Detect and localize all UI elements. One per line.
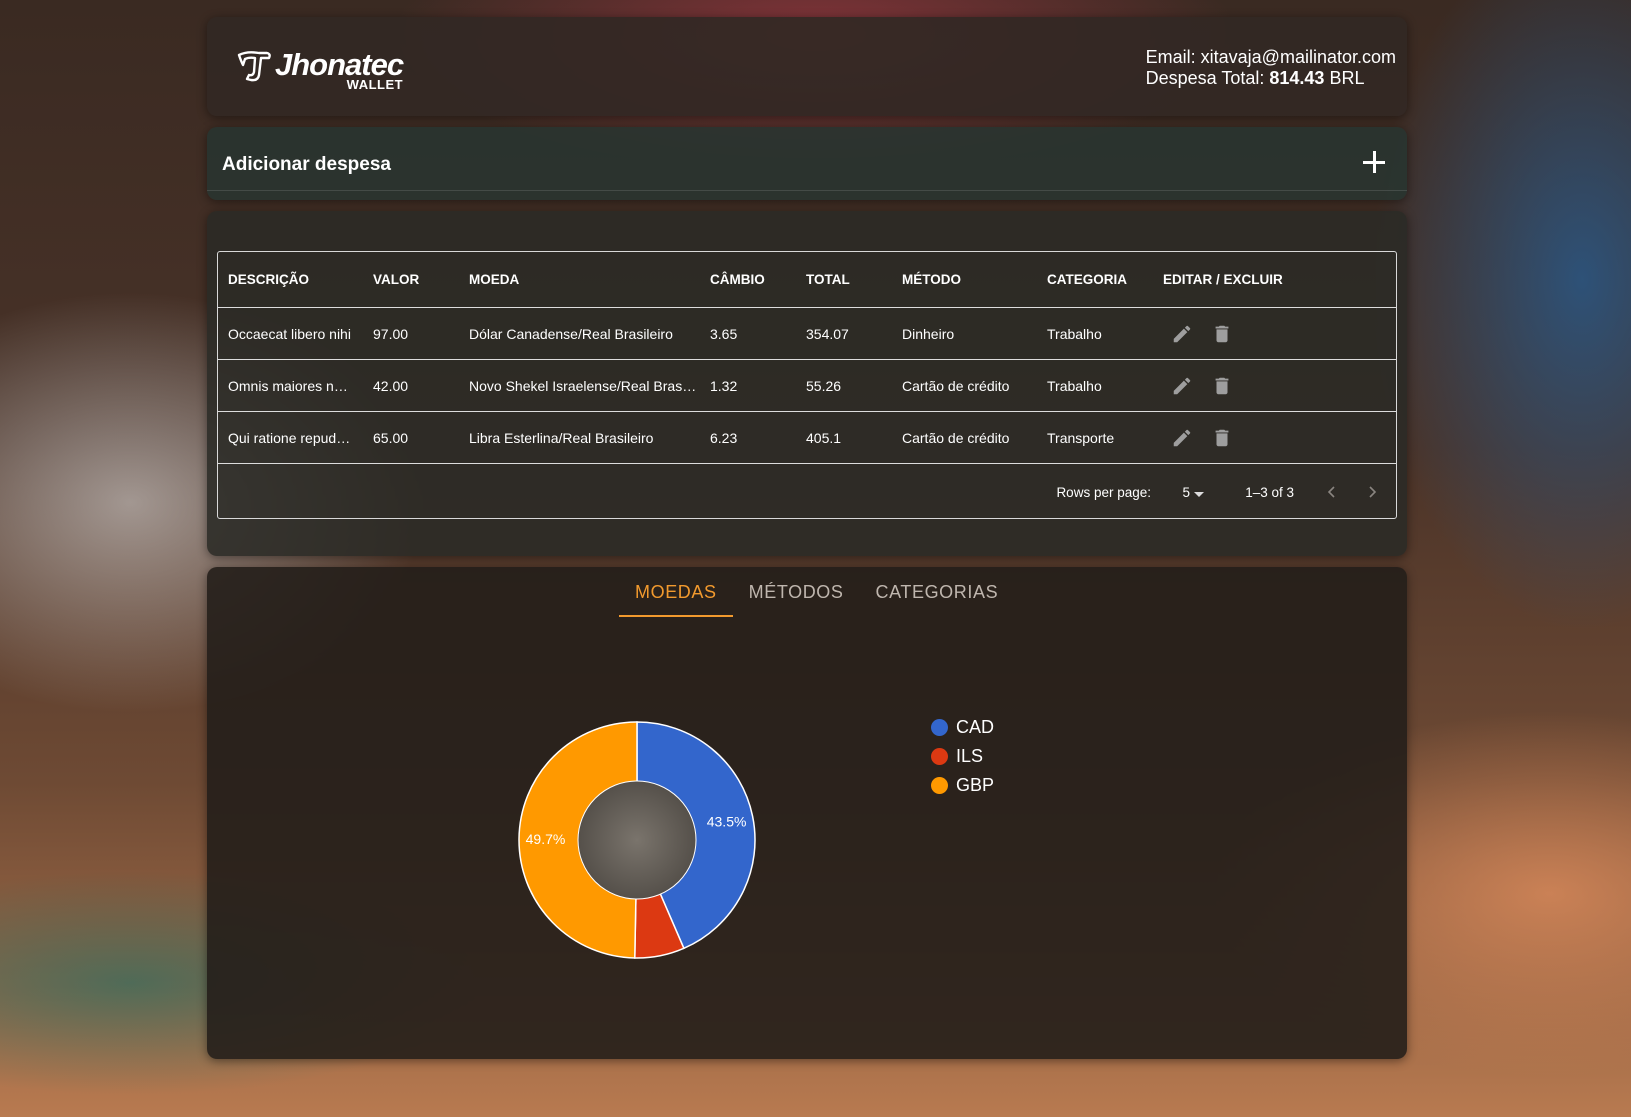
cell-total: 354.07	[796, 307, 892, 360]
user-info: Email: xitavaja@mailinator.com Despesa T…	[1146, 47, 1396, 89]
total-currency: BRL	[1329, 68, 1365, 88]
pie-data-label: 49.7%	[526, 831, 566, 847]
column-header: EDITAR / EXCLUIR	[1153, 252, 1396, 308]
chevron-right-icon[interactable]	[1364, 484, 1380, 500]
cell-valor: 42.00	[363, 359, 459, 412]
cell-cambio: 1.32	[700, 359, 796, 412]
expenses-table-card: DESCRIÇÃO VALOR MOEDA CÂMBIO TOTAL MÉTOD…	[207, 211, 1407, 556]
legend-label: GBP	[956, 775, 995, 795]
legend-label: CAD	[956, 717, 995, 737]
chevron-down-icon[interactable]	[1194, 492, 1204, 497]
chart-legend: CAD ILS GBP	[931, 713, 994, 800]
column-header: MOEDA	[459, 252, 700, 308]
column-header: MÉTODO	[892, 252, 1037, 308]
cell-valor: 65.00	[363, 411, 459, 464]
column-header: VALOR	[363, 252, 459, 308]
cell-metodo: Dinheiro	[892, 307, 1037, 360]
email-label: Email:	[1145, 47, 1196, 67]
cell-valor: 97.00	[363, 307, 459, 360]
cell-categoria: Trabalho	[1037, 359, 1153, 412]
column-header: CATEGORIA	[1037, 252, 1153, 308]
cell-total: 55.26	[796, 359, 892, 412]
header-card: Jhonatec WALLET Email: xitavaja@mailinat…	[207, 17, 1407, 116]
cell-descricao: Omnis maiores nu…	[218, 359, 363, 412]
edit-icon[interactable]	[1171, 427, 1193, 449]
column-header: DESCRIÇÃO	[218, 252, 363, 308]
divider	[207, 190, 1407, 191]
table-row: Omnis maiores nu… 42.00 Novo Shekel Isra…	[218, 359, 1396, 412]
rows-per-page-label: Rows per page:	[1056, 485, 1151, 500]
cell-descricao: Qui ratione repudian	[218, 411, 363, 464]
cell-actions	[1153, 307, 1396, 360]
edit-icon[interactable]	[1171, 323, 1193, 345]
table-header-row: DESCRIÇÃO VALOR MOEDA CÂMBIO TOTAL MÉTOD…	[218, 252, 1396, 308]
cell-categoria: Transporte	[1037, 411, 1153, 464]
column-header: CÂMBIO	[700, 252, 796, 308]
cell-cambio: 6.23	[700, 411, 796, 464]
legend-item: ILS	[931, 742, 994, 771]
total-value: 814.43	[1269, 68, 1325, 88]
email-line: Email: xitavaja@mailinator.com	[1146, 47, 1396, 68]
cell-moeda: Libra Esterlina/Real Brasileiro	[459, 411, 700, 464]
rows-per-page-select[interactable]: 5	[1182, 485, 1190, 500]
logo-icon	[237, 51, 271, 82]
tab-categorias[interactable]: CATEGORIAS	[875, 582, 999, 602]
legend-label: ILS	[956, 746, 984, 766]
delete-icon[interactable]	[1211, 427, 1233, 449]
edit-icon[interactable]	[1171, 375, 1193, 397]
chevron-left-icon[interactable]	[1324, 484, 1340, 500]
tab-metodos[interactable]: MÉTODOS	[748, 582, 844, 602]
donut-hole	[577, 780, 697, 900]
cell-metodo: Cartão de crédito	[892, 359, 1037, 412]
cell-categoria: Trabalho	[1037, 307, 1153, 360]
cell-moeda: Dólar Canadense/Real Brasileiro	[459, 307, 700, 360]
legend-item: GBP	[931, 771, 994, 800]
email-value: xitavaja@mailinator.com	[1200, 47, 1396, 67]
chart-tabs: MOEDAS MÉTODOS CATEGORIAS	[619, 567, 1014, 617]
table-row: Qui ratione repudian 65.00 Libra Esterli…	[218, 411, 1396, 464]
expenses-table-container: DESCRIÇÃO VALOR MOEDA CÂMBIO TOTAL MÉTOD…	[217, 251, 1397, 519]
total-line: Despesa Total: 814.43 BRL	[1146, 68, 1396, 89]
add-expense-accordion[interactable]: Adicionar despesa	[207, 127, 1407, 200]
plus-icon[interactable]	[1363, 151, 1385, 173]
logo-sub-text: WALLET	[346, 77, 404, 92]
currency-donut-chart: 43.5% 49.7%	[518, 721, 756, 959]
cell-descricao: Occaecat libero nihi	[218, 307, 363, 360]
column-header: TOTAL	[796, 252, 892, 308]
logo-main-text: Jhonatec	[275, 47, 404, 82]
cell-moeda: Novo Shekel Israelense/Real Brasil…	[459, 359, 700, 412]
cell-actions	[1153, 359, 1396, 412]
cell-cambio: 3.65	[700, 307, 796, 360]
cell-actions	[1153, 411, 1396, 464]
cell-total: 405.1	[796, 411, 892, 464]
delete-icon[interactable]	[1211, 375, 1233, 397]
delete-icon[interactable]	[1211, 323, 1233, 345]
legend-swatch	[931, 719, 948, 736]
cell-metodo: Cartão de crédito	[892, 411, 1037, 464]
total-label: Despesa Total:	[1145, 68, 1265, 88]
tab-moedas[interactable]: MOEDAS	[619, 567, 733, 617]
chart-card: MOEDAS MÉTODOS CATEGORIAS 43.5% 49.7% CAD…	[207, 567, 1407, 1059]
logo: Jhonatec WALLET	[237, 47, 404, 92]
legend-item: CAD	[931, 713, 994, 742]
pie-data-label: 43.5%	[707, 813, 747, 829]
pagination-range: 1–3 of 3	[1245, 485, 1294, 500]
table-pagination: Rows per page: 5 1–3 of 3	[218, 466, 1396, 518]
add-expense-title: Adicionar despesa	[222, 154, 391, 175]
table-row: Occaecat libero nihi 97.00 Dólar Canaden…	[218, 307, 1396, 360]
legend-swatch	[931, 777, 948, 794]
expenses-table: DESCRIÇÃO VALOR MOEDA CÂMBIO TOTAL MÉTOD…	[218, 252, 1396, 464]
legend-swatch	[931, 748, 948, 765]
